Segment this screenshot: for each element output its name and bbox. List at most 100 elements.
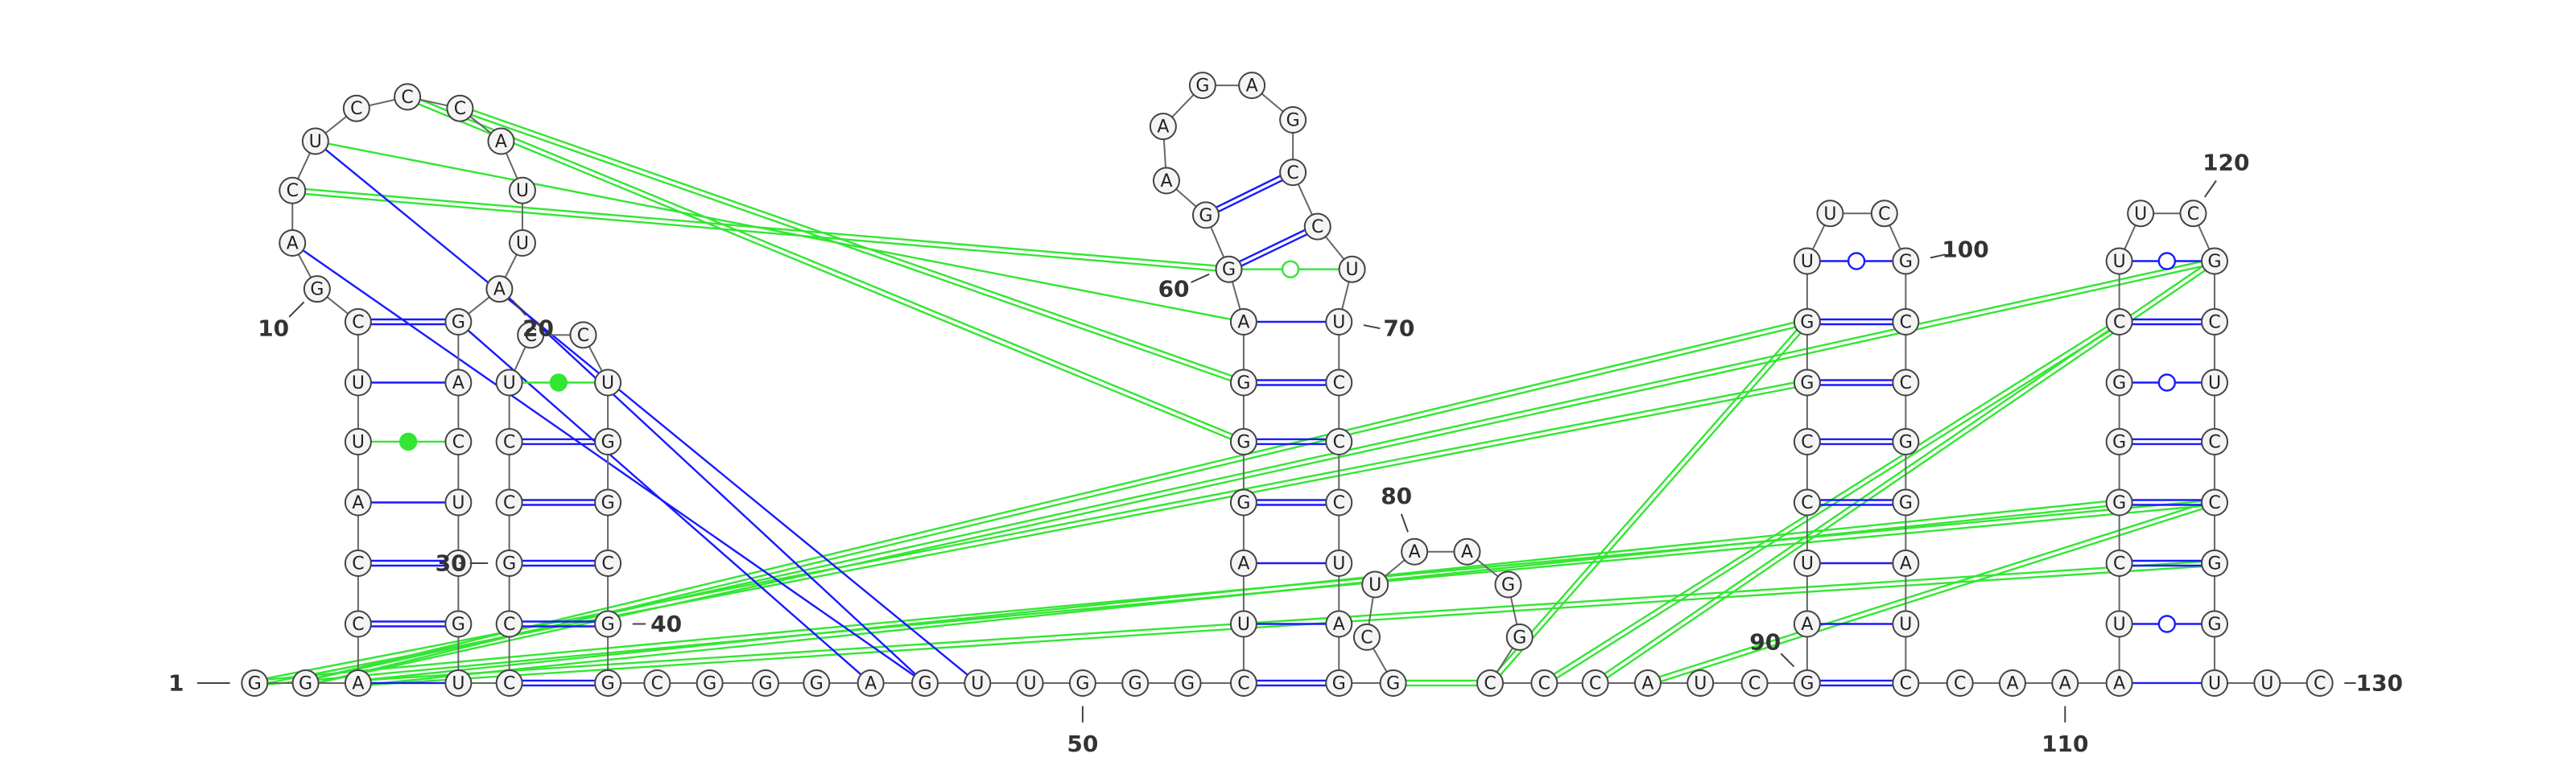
nucleotide-letter: G	[1899, 432, 1913, 452]
nucleotide-letter: U	[1332, 313, 1345, 333]
nucleotide-letter: C	[2314, 673, 2326, 694]
pair-marker	[1281, 260, 1300, 278]
nucleotide-letter: C	[1333, 373, 1345, 393]
nucleotide-letter: A	[2059, 673, 2071, 694]
nucleotide-letter: G	[1195, 76, 1209, 97]
nucleotide-circle	[303, 275, 331, 303]
nucleotide-letter: A	[352, 493, 364, 513]
nucleotide-letter: C	[1900, 373, 1912, 393]
nucleotide-letter: A	[1900, 554, 1912, 574]
nucleotide-circle	[569, 321, 597, 349]
nucleotide-circle	[2201, 488, 2229, 517]
nucleotide-circle	[1215, 255, 1243, 283]
pair-line	[370, 560, 2202, 681]
nucleotide-letter: C	[1538, 673, 1550, 694]
nucleotide-letter: G	[1332, 673, 1346, 694]
nucleotide-letter: G	[2112, 373, 2126, 393]
nucleotide-letter: G	[1236, 432, 1250, 452]
pair-line	[473, 109, 1233, 377]
nucleotide-circle	[1999, 669, 2026, 697]
nucleotide-letter: C	[1900, 313, 1912, 333]
nucleotide-letter: U	[1801, 252, 1814, 272]
nucleotide-letter: G	[601, 673, 615, 694]
nucleotide-circle	[2201, 669, 2229, 697]
nucleotide-circle	[1892, 247, 1920, 275]
nucleotide-circle	[1229, 488, 1257, 517]
pair-line	[370, 500, 2107, 681]
nucleotide-letter: C	[352, 615, 364, 635]
nucleotide-letter: C	[1333, 432, 1345, 452]
nucleotide-letter: A	[452, 373, 464, 393]
nucleotide-circle	[1338, 255, 1366, 283]
nucleotide-letter: C	[350, 99, 362, 119]
position-label: 30	[436, 550, 467, 577]
nucleotide-letter: A	[1333, 615, 1345, 635]
nucleotide-letter: U	[971, 673, 984, 694]
nucleotide-circle	[2105, 550, 2133, 577]
nucleotide-letter: A	[1641, 673, 1653, 694]
nucleotide-letter: C	[2113, 554, 2125, 574]
pair-line	[508, 297, 917, 675]
nucleotide-letter: U	[2208, 673, 2221, 694]
position-label: 40	[650, 611, 682, 637]
pair-line	[317, 321, 1794, 679]
nucleotide-circle	[1793, 669, 1821, 697]
nucleotide-circle	[2105, 427, 2133, 455]
pair-line	[267, 386, 1795, 685]
nucleotide-circle	[1188, 72, 1216, 100]
nucleotide-letter: G	[1899, 252, 1913, 272]
nucleotide-circle	[2105, 669, 2133, 697]
pair-marker	[2157, 252, 2177, 270]
nucleotide-circle	[1352, 623, 1381, 651]
nucleotide-circle	[1633, 669, 1662, 697]
position-label: 110	[2041, 731, 2088, 757]
nucleotide-circle	[2105, 610, 2133, 638]
nucleotide-letter: G	[1800, 673, 1814, 694]
nucleotide-circle	[1229, 308, 1257, 336]
nucleotide-circle	[444, 669, 473, 697]
nucleotide-circle	[1453, 537, 1481, 566]
pair-line	[1658, 503, 2202, 678]
pair-line	[418, 103, 1232, 440]
nucleotide-circle	[344, 308, 372, 336]
nucleotide-circle	[1325, 610, 1353, 638]
pair-line	[1496, 329, 1798, 673]
nucleotide-letter: C	[287, 181, 299, 201]
nucleotide-circle	[495, 427, 523, 455]
nucleotide-circle	[1892, 368, 1920, 397]
nucleotide-letter: U	[1237, 615, 1250, 635]
nucleotide-circle	[1229, 669, 1257, 697]
pair-line	[302, 249, 915, 677]
nucleotide-letter: C	[352, 554, 364, 574]
nucleotide-letter: G	[310, 280, 324, 300]
nucleotide-circle	[1793, 368, 1821, 397]
nucleotide-circle	[444, 427, 473, 455]
nucleotide-circle	[594, 488, 622, 517]
nucleotide-circle	[1793, 427, 1821, 455]
nucleotide-letter: G	[918, 673, 931, 694]
nucleotide-circle	[344, 610, 372, 638]
nucleotide-letter: C	[503, 493, 515, 513]
nucleotide-letter: A	[1246, 76, 1258, 97]
nucleotide-circle	[1793, 488, 1821, 517]
nucleotide-letter: G	[2207, 554, 2221, 574]
label-tick	[1930, 253, 1946, 259]
nucleotide-letter: A	[495, 132, 507, 152]
nucleotide-letter: C	[1237, 673, 1249, 694]
nucleotide-circle	[1816, 200, 1844, 228]
nucleotide-circle	[487, 127, 515, 155]
nucleotide-circle	[495, 488, 523, 517]
nucleotide-circle	[279, 229, 307, 257]
nucleotide-letter: G	[1501, 575, 1515, 595]
nucleotide-letter: U	[2260, 673, 2273, 694]
nucleotide-circle	[1279, 105, 1307, 134]
nucleotide-letter: A	[2113, 673, 2125, 694]
nucleotide-circle	[495, 610, 523, 638]
nucleotide-circle	[1793, 247, 1821, 275]
nucleotide-letter: A	[1160, 171, 1172, 191]
nucleotide-circle	[1401, 537, 1429, 566]
nucleotide-circle	[2105, 488, 2133, 517]
nucleotide-circle	[2105, 308, 2133, 336]
